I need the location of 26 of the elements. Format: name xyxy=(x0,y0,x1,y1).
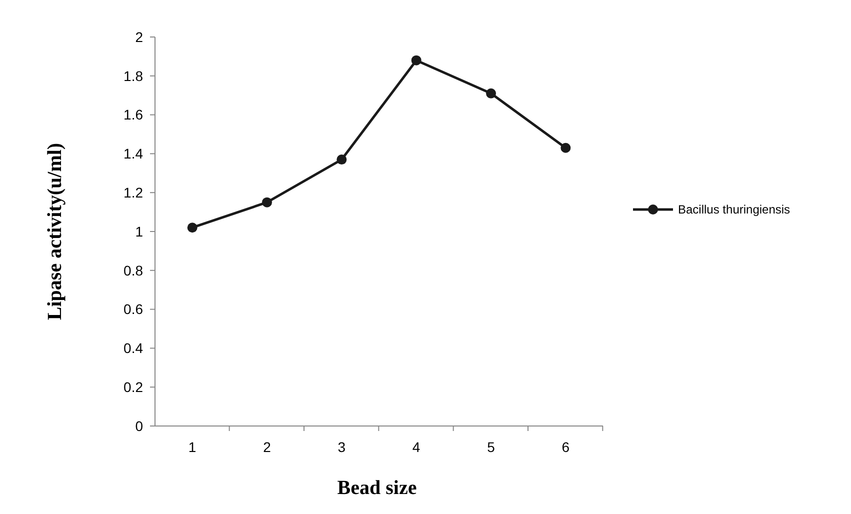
x-tick-label: 2 xyxy=(263,439,272,455)
point xyxy=(411,55,422,66)
x-axis-title: Bead size xyxy=(337,477,417,499)
y-tick-label: 1.6 xyxy=(124,106,144,123)
x-tick-label: 3 xyxy=(338,439,346,455)
legend-label: Bacillus thuringiensis xyxy=(678,202,790,217)
point xyxy=(262,197,272,208)
y-axis-title: Lipase activity(u/ml) xyxy=(44,142,66,320)
y-tick-label: 1.4 xyxy=(124,146,144,162)
x-tick-label: 6 xyxy=(562,439,570,455)
y-tick-label: 1.2 xyxy=(124,184,144,200)
y-tick-label: 1.8 xyxy=(124,68,144,84)
y-tick-label: 1 xyxy=(135,223,144,240)
y-tick-label: 0.4 xyxy=(124,340,144,356)
y-tick-label: 0.2 xyxy=(124,379,144,395)
point xyxy=(486,88,496,98)
x-tick-label: 4 xyxy=(412,439,420,455)
y-tick-label: 0.8 xyxy=(124,262,144,278)
point xyxy=(336,154,347,165)
y-tick-label: 0.6 xyxy=(124,301,144,318)
point xyxy=(187,222,198,233)
y-tick-label: 2 xyxy=(135,28,144,45)
y-tick-label: 0 xyxy=(135,418,144,434)
x-tick-label: 1 xyxy=(188,439,196,455)
x-tick-label: 5 xyxy=(487,439,496,455)
point xyxy=(560,142,571,153)
